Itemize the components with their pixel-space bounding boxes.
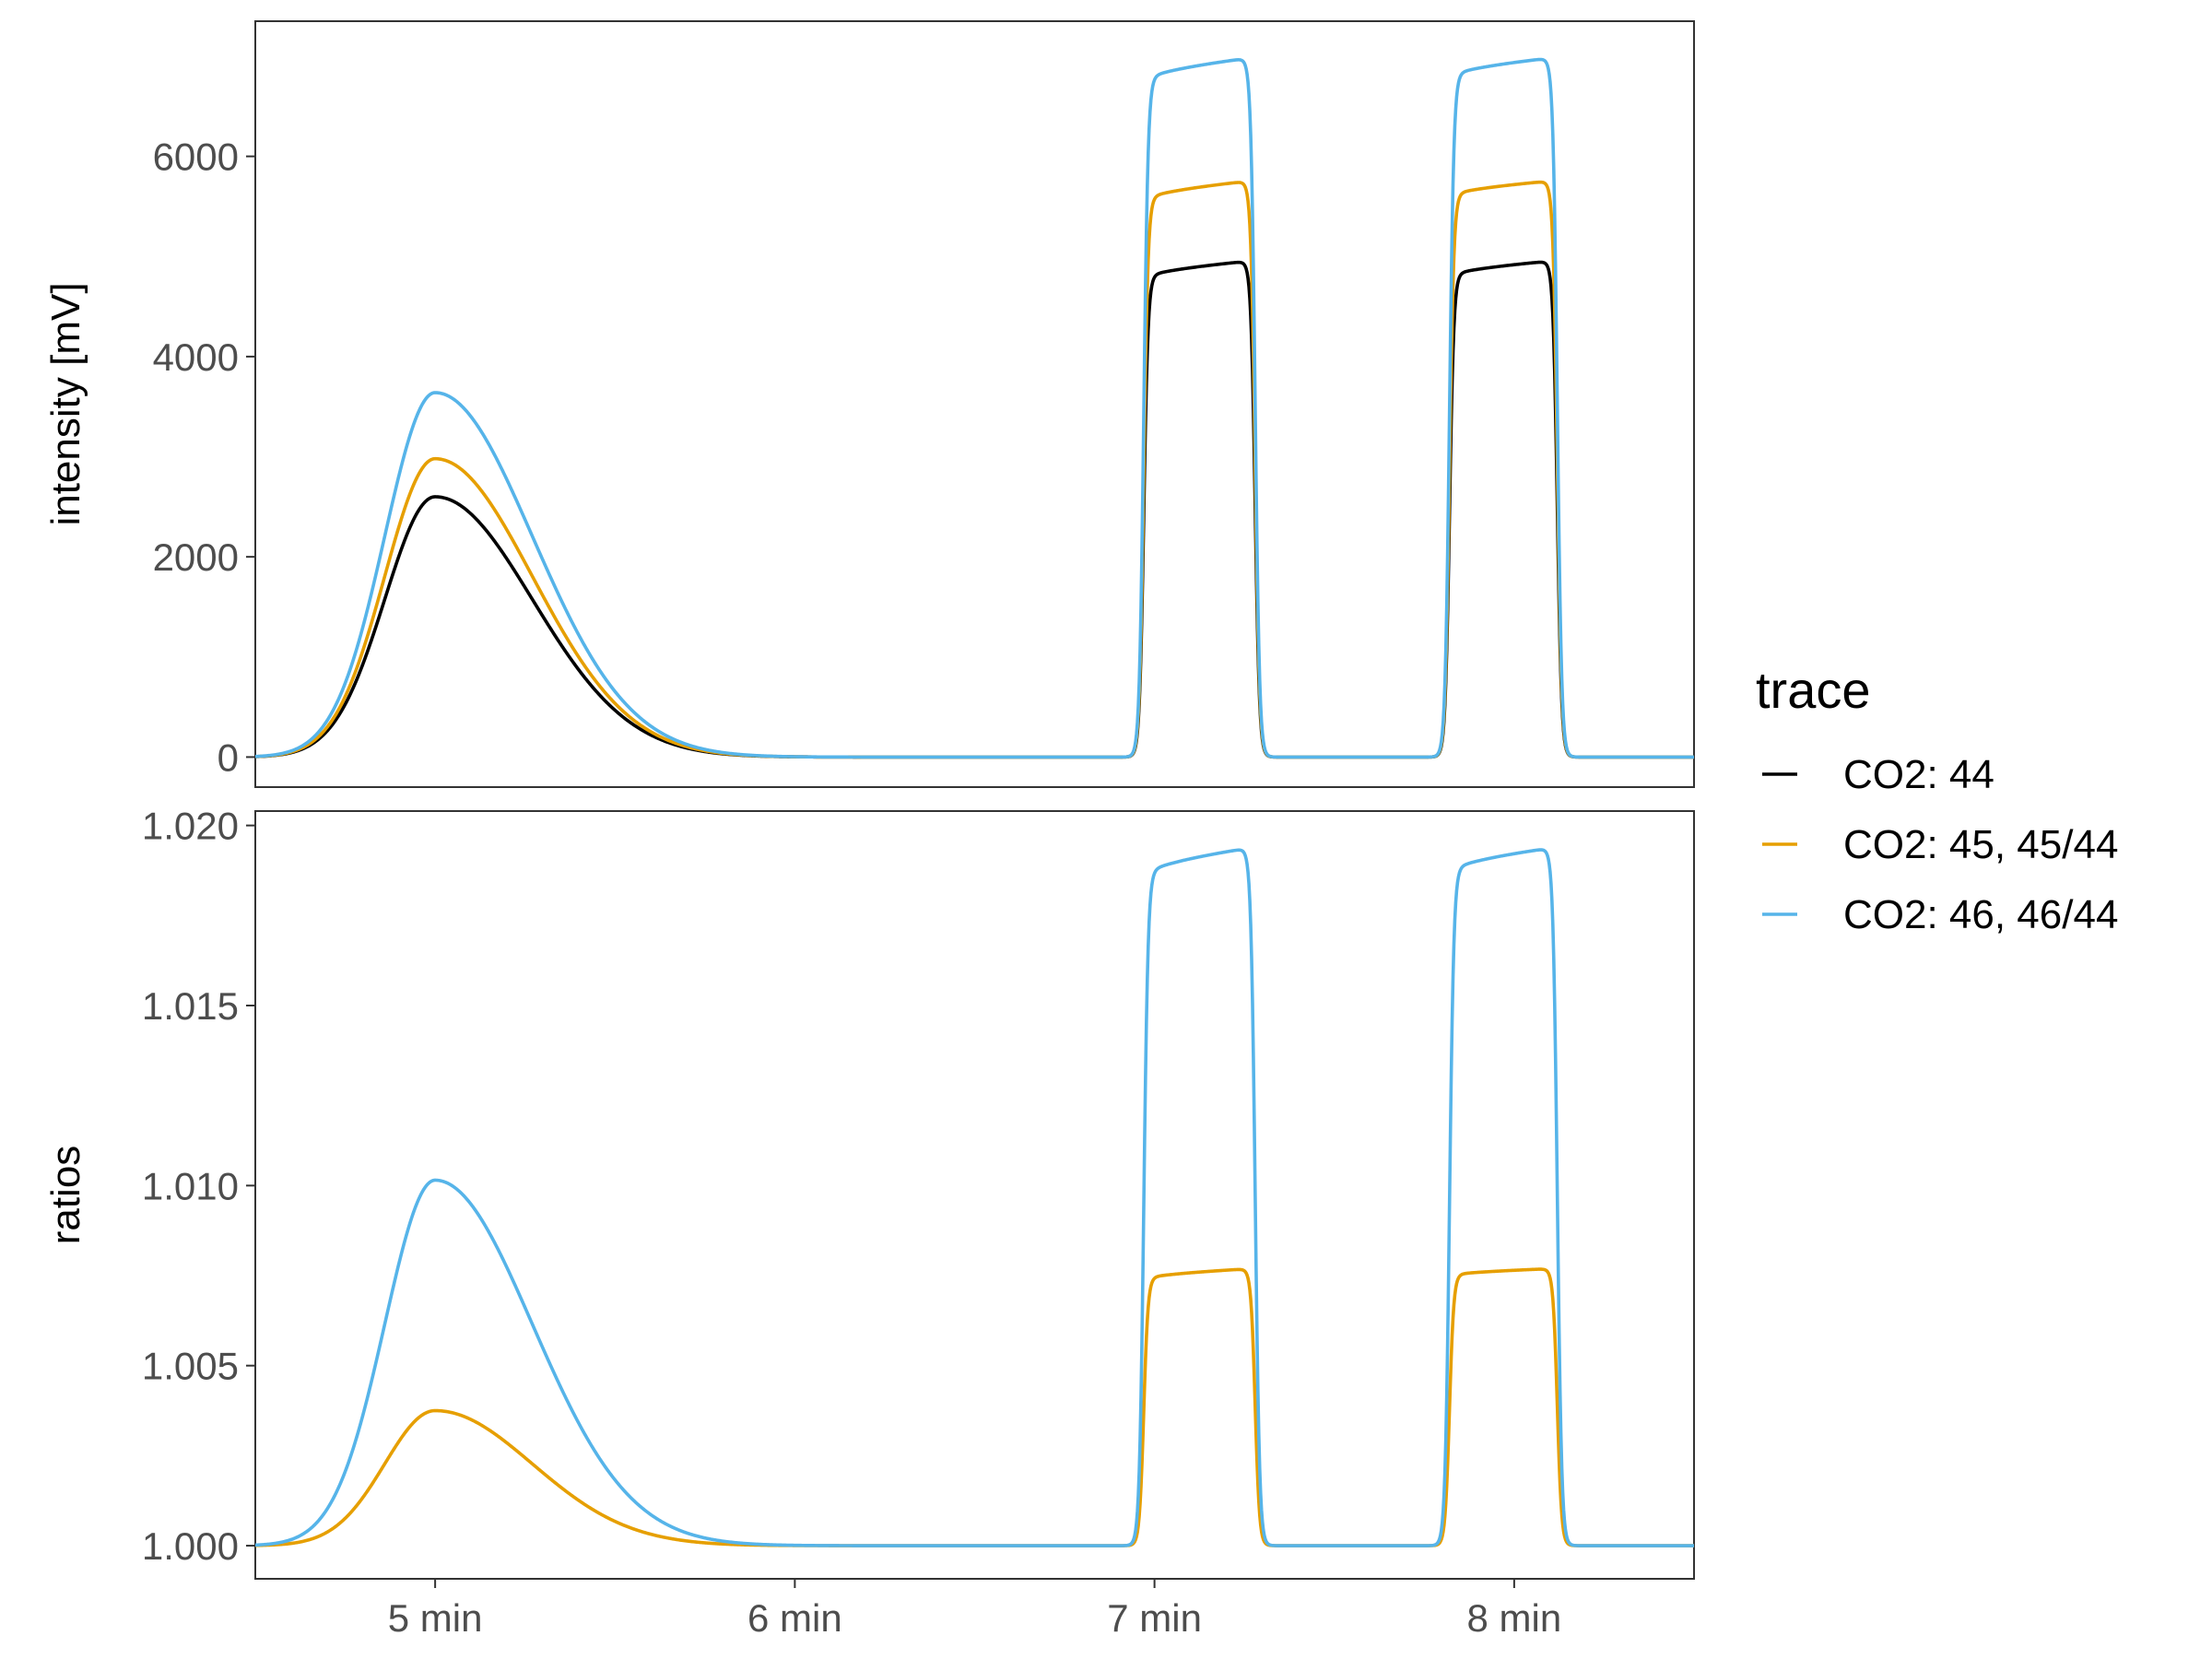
y-tick-label: 1.010 <box>142 1164 239 1207</box>
x-tick-label: 8 min <box>1467 1596 1562 1640</box>
y-tick-label: 2000 <box>153 535 239 579</box>
legend-label: CO2: 44 <box>1843 752 1994 797</box>
series-line-co2-46-46-44 <box>255 57 1694 759</box>
y-tick-label: 1.015 <box>142 984 239 1028</box>
series-line-co2-46-46-44 <box>255 848 1694 1547</box>
panel-1: 0 2000 4000 6000 intensity [mV] <box>43 20 1695 788</box>
panel-background <box>254 20 1695 788</box>
x-tick-label: 5 min <box>388 1596 483 1640</box>
x-axis: 5 min 6 min 7 min 8 min <box>388 1579 1561 1640</box>
legend-label: CO2: 46, 46/44 <box>1843 892 2118 937</box>
panel-2: 1.000 1.005 1.010 1.015 1.020 ratios <box>43 805 1695 1580</box>
series-group <box>255 57 1694 759</box>
legend: trace CO2: 44 CO2: 45, 45/44 CO2: 46, 46/4… <box>1756 661 2118 937</box>
y-tick-label: 1.005 <box>142 1345 239 1388</box>
y-axis-title: intensity [mV] <box>43 282 88 525</box>
y-tick-label: 6000 <box>153 135 239 179</box>
series-group <box>255 848 1694 1547</box>
y-tick-label: 1.020 <box>142 805 239 848</box>
x-tick-label: 6 min <box>747 1596 842 1640</box>
panel-background <box>254 810 1695 1580</box>
y-tick-label: 4000 <box>153 335 239 379</box>
x-tick-label: 7 min <box>1107 1596 1202 1640</box>
legend-entry: CO2: 46, 46/44 <box>1762 892 2118 937</box>
legend-entry: CO2: 45, 45/44 <box>1762 822 2118 867</box>
legend-title: trace <box>1756 661 1871 719</box>
y-axis-title: ratios <box>43 1146 88 1245</box>
y-tick-label: 1.000 <box>142 1524 239 1568</box>
legend-entry: CO2: 44 <box>1762 752 1994 797</box>
y-tick-label: 0 <box>218 735 239 779</box>
legend-label: CO2: 45, 45/44 <box>1843 822 2118 867</box>
